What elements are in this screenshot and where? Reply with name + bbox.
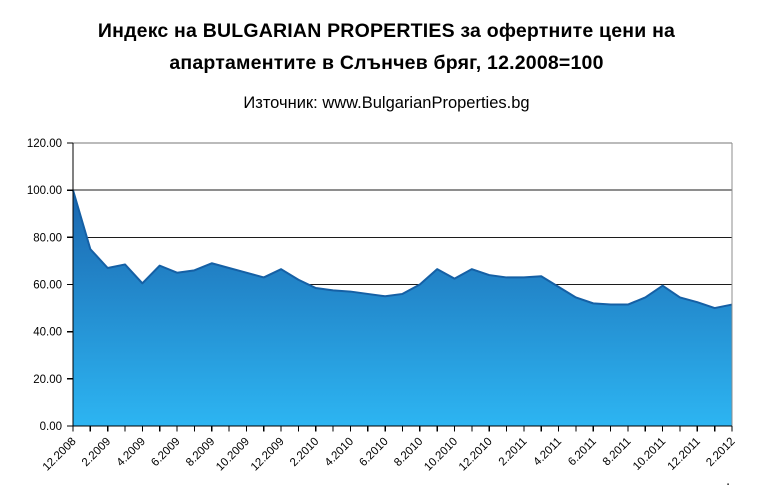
x-tick-label: 2.2012: [704, 436, 737, 469]
chart-title-line2: апартаментите в Слънчев бряг, 12.2008=10…: [169, 52, 604, 74]
index-line-series: [72, 189, 733, 310]
x-tick-label: 12.2011: [666, 436, 703, 473]
y-axis-labels: 120.00 100.00 80.00 60.00 40.00 20.00 0.00: [27, 138, 62, 433]
y-tick-label: 0.00: [40, 421, 62, 433]
x-tick-label: 12.2008: [41, 436, 79, 474]
x-tick-label: 12.2009: [249, 436, 287, 474]
y-tick-label: 20.00: [33, 374, 62, 386]
x-tick-label: 2.2011: [497, 436, 530, 469]
x-tick-label: 10.2009: [214, 436, 252, 474]
y-tick-label: 40.00: [33, 327, 62, 339]
chart-source-note: Източник: www.BulgarianProperties.bg: [243, 94, 530, 112]
x-tick-label: 10.2011: [631, 436, 668, 473]
x-tick-label: 8.2009: [184, 436, 217, 469]
x-tick-label: 6.2010: [357, 436, 390, 469]
x-tick-label: 4.2010: [323, 436, 356, 469]
x-tick-label: 12.2010: [457, 436, 495, 474]
chart-title-line1: Индекс на BULGARIAN PROPERTIES за офертн…: [97, 20, 676, 42]
y-tick-label: 120.00: [27, 138, 62, 150]
x-tick-label: 8.2011: [601, 436, 634, 469]
x-tick-label: 10.2010: [422, 436, 460, 474]
x-tick-label: 6.2011: [566, 436, 599, 469]
index-area-series: [73, 190, 732, 426]
x-tick-label: 2.2010: [288, 436, 321, 469]
stray-dot: .: [726, 472, 731, 489]
x-axis-labels: 12.2008 2.2009 4.2009 6.2009 8.200910.200912…: [41, 436, 738, 474]
y-tick-label: 60.00: [33, 280, 62, 292]
x-tick-label: 4.2011: [531, 436, 564, 469]
y-tick-label: 80.00: [33, 232, 62, 244]
y-tick-label: 100.00: [27, 185, 62, 197]
tick-marks: [67, 142, 733, 432]
x-tick-label: 4.2009: [115, 436, 148, 469]
x-tick-label: 2.2009: [80, 436, 113, 469]
chart-title: Индекс на BULGARIAN PROPERTIES за офертн…: [0, 15, 773, 79]
x-tick-label: 8.2010: [392, 436, 425, 469]
x-tick-label: 6.2009: [149, 436, 182, 469]
